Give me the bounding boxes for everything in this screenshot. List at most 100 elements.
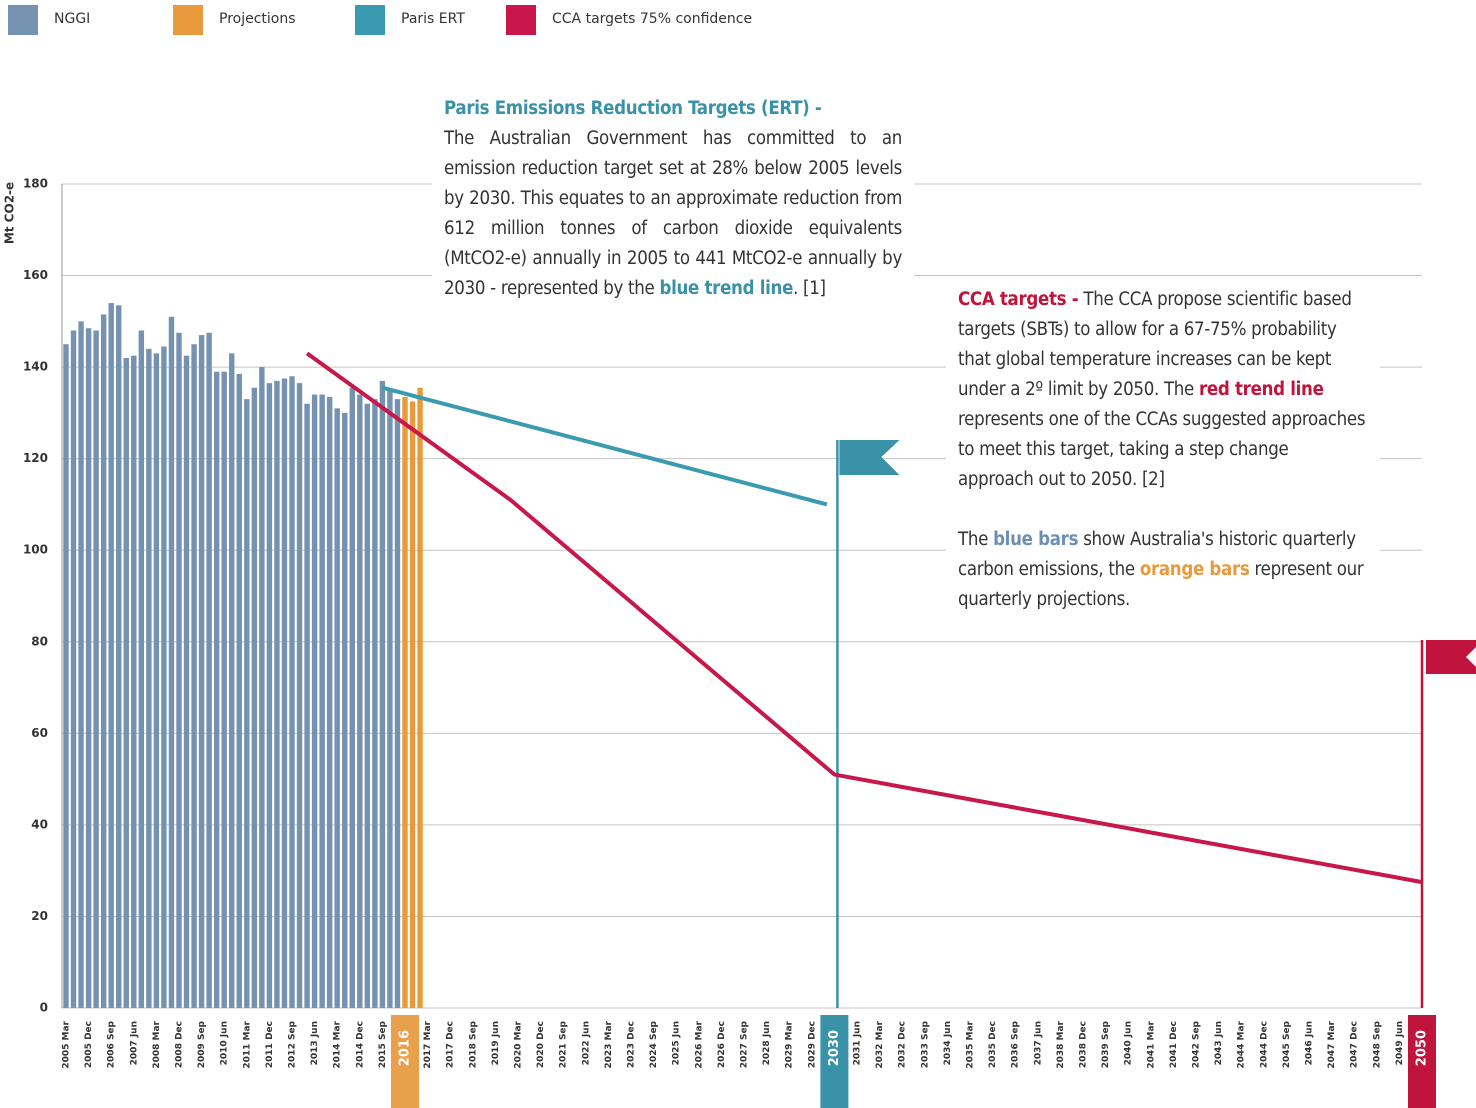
x-tick-label: 2012 Sep [288,1020,298,1068]
x-tick-label: 2049 Jun [1395,1021,1405,1065]
bar [131,355,137,1009]
legend-swatch [8,5,38,35]
x-tick-label: 2035 Dec [988,1021,998,1068]
bar [372,399,378,1009]
x-tick-label: 2026 Dec [717,1021,727,1068]
x-tick-label: 2028 Jun [762,1021,772,1065]
x-tick-label: 2029 Dec [807,1021,817,1068]
annotation-paragraph: The blue bars show Australia's historic … [958,525,1368,615]
x-tick-label: 2026 Mar [694,1020,704,1068]
x-tick-label: 2020 Dec [536,1021,546,1068]
highlight-text: orange bars [1139,559,1250,580]
x-tick-label: 2010 Jun [220,1021,230,1065]
x-tick-label: 2035 Mar [966,1020,976,1068]
x-tick-label: 2022 Jun [581,1021,591,1065]
bar [259,367,265,1009]
x-tick-label: 2050 [1415,1030,1430,1066]
x-tick-label: 2015 Sep [378,1020,388,1068]
paris-annotation: Paris Emissions Reduction Targets (ERT) … [432,94,914,304]
x-tick-label: 2005 Dec [84,1021,94,1068]
legend-swatch [355,5,385,35]
annotation-text: represents one of the CCAs suggested app… [958,409,1366,490]
bar [70,330,77,1008]
bar [402,396,408,1008]
y-tick-label: 140 [23,360,48,374]
x-tick-label: 2039 Sep [1101,1020,1111,1068]
highlight-text: CCA targets - [958,289,1079,310]
bar [319,394,325,1009]
y-tick-label: 60 [31,726,48,740]
x-tick-label: 2018 Sep [468,1020,478,1068]
y-tick-label: 180 [23,177,48,191]
x-tick-label: 2011 Dec [265,1021,275,1068]
y-tick-label: 80 [31,634,48,648]
bar [326,396,333,1008]
x-tick-label: 2048 Sep [1372,1020,1382,1068]
x-tick-label: 2034 Jun [943,1021,953,1065]
x-tick-label: 2019 Jun [491,1021,501,1065]
x-tick-label: 2044 Dec [1259,1021,1269,1068]
x-tick-label: 2029 Mar [785,1020,795,1068]
bar [304,403,310,1008]
x-tick-label: 2025 Jun [672,1021,682,1065]
bar [311,394,318,1009]
bar [394,399,401,1009]
bar [63,344,69,1008]
bar [168,316,175,1008]
x-tick-label: 2013 Jun [310,1021,320,1065]
x-tick-label: 2024 Sep [649,1020,659,1068]
x-tick-label: 2014 Mar [333,1020,343,1068]
y-tick-label: 120 [23,451,48,465]
bar [274,380,280,1008]
x-tick-label: 2042 Sep [1192,1020,1202,1068]
bar [138,330,145,1008]
bar [146,348,152,1008]
x-tick-label: 2043 Jun [1214,1021,1224,1065]
x-tick-label: 2023 Dec [627,1021,637,1068]
bar [191,344,197,1008]
y-tick-label: 40 [31,817,48,831]
y-tick-label: 20 [31,909,48,923]
bar [229,353,235,1008]
bar [206,332,212,1008]
bar [221,371,227,1008]
bar [281,378,288,1008]
bar [116,305,122,1008]
bar [176,332,182,1008]
bar [409,401,416,1008]
bar [349,387,355,1008]
x-tick-label: 2016 [398,1030,413,1066]
bar [244,399,250,1009]
x-tick-label: 2033 Sep [920,1020,930,1068]
x-tick-label: 2017 Dec [446,1021,456,1068]
bar [123,357,129,1008]
x-tick-label: 2014 Dec [355,1021,365,1068]
bar [153,353,160,1008]
x-tick-label: 2037 Jun [1033,1021,1043,1065]
bar [357,394,363,1009]
bar [183,355,190,1009]
annotation-paragraph: Paris Emissions Reduction Targets (ERT) … [444,94,902,304]
x-highlight-box [1408,1015,1436,1108]
x-tick-label: 2031 Jun [853,1021,863,1065]
x-highlight-box [391,1015,419,1108]
legend-label: CCA targets 75% confidence [552,11,752,27]
y-tick-label: 0 [40,1001,48,1015]
bar [161,346,167,1008]
bar [251,387,258,1008]
bar [213,371,220,1008]
cca-annotation: CCA targets - The CCA propose scientific… [946,285,1380,621]
bar [296,383,303,1009]
target-flag [839,440,900,475]
x-tick-label: 2011 Mar [242,1020,252,1068]
x-tick-label: 2008 Dec [175,1021,185,1068]
x-tick-label: 2032 Mar [875,1020,885,1068]
trend-line [305,351,1423,885]
x-tick-label: 2038 Dec [1079,1021,1089,1068]
trend-line [381,385,828,507]
x-tick-label: 2044 Mar [1237,1020,1247,1068]
x-tick-label: 2020 Mar [514,1020,524,1068]
x-tick-label: 2036 Sep [1011,1020,1021,1068]
highlight-text: red trend line [1199,379,1324,400]
